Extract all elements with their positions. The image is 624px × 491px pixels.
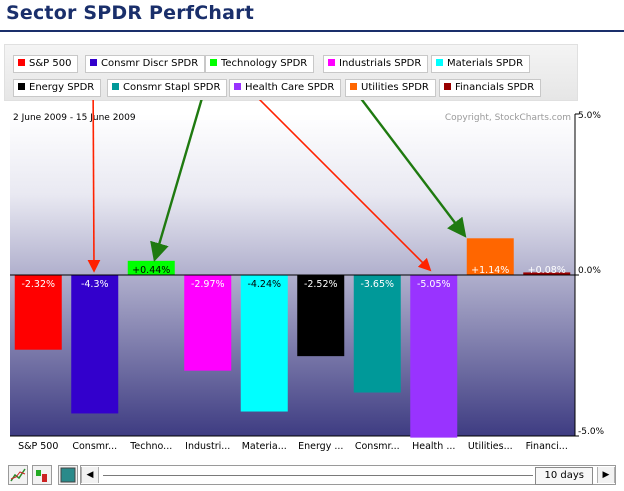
bar-value-label: +0.08% — [528, 265, 566, 276]
value-labels: -2.32% -4.3% +0.44% -2.97% -4.24% -2.52% -3.65… — [21, 265, 565, 290]
legend-item-industrials[interactable]: Industrials SPDR — [323, 55, 429, 73]
annotation-arrow — [360, 100, 467, 238]
legend-label: S&P 500 — [29, 58, 72, 69]
legend-swatch — [90, 59, 97, 66]
legend-item-sp500[interactable]: S&P 500 — [13, 55, 79, 73]
y-tick-label: 5.0% — [578, 111, 601, 121]
scroll-left-button[interactable]: ◀ — [81, 467, 99, 483]
legend-item-technology[interactable]: Technology SPDR — [205, 55, 315, 73]
chart-subtitle: 2 June 2009 - 15 June 2009 — [13, 113, 136, 123]
x-tick-label: Health ... — [412, 441, 455, 452]
bar-value-label: -2.97% — [191, 279, 225, 290]
legend-swatch — [436, 59, 443, 66]
legend-item-materials[interactable]: Materials SPDR — [431, 55, 531, 73]
x-tick-label: Energy ... — [298, 441, 343, 452]
legend-item-consmr-discr[interactable]: Consmr Discr SPDR — [85, 55, 206, 73]
bar — [297, 275, 345, 357]
bar — [410, 275, 458, 438]
legend-swatch — [18, 83, 25, 90]
legend-swatch — [112, 83, 119, 90]
legend-label: Consmr Discr SPDR — [101, 58, 199, 69]
bar-value-label: -4.3% — [81, 279, 109, 290]
x-tick-label: S&P 500 — [18, 441, 58, 452]
y-tick-label: 0.0% — [578, 266, 601, 276]
legend-label: Utilities SPDR — [361, 82, 429, 93]
line-chart-icon — [10, 468, 26, 482]
legend-swatch — [350, 83, 357, 90]
x-tick-label: Utilities... — [468, 441, 513, 452]
title-rule — [0, 30, 624, 32]
legend-item-health-care[interactable]: Health Care SPDR — [229, 79, 342, 97]
bar — [184, 275, 232, 371]
period-selector[interactable]: 10 days — [535, 467, 593, 485]
scroll-track-line — [103, 475, 533, 476]
legend-label: Financials SPDR — [455, 82, 535, 93]
legend-item-utilities[interactable]: Utilities SPDR — [345, 79, 436, 97]
legend-swatch — [210, 59, 217, 66]
annotation-arrow — [87, 100, 101, 273]
chart-copyright: Copyright, StockCharts.com — [445, 113, 571, 123]
legend-swatch — [18, 59, 25, 66]
bar-value-label: -2.52% — [304, 279, 338, 290]
legend: S&P 500 Consmr Discr SPDR Technology SPD… — [4, 44, 578, 101]
time-scrollbar[interactable]: ◀ 10 days ▶ — [80, 465, 616, 485]
bar — [466, 238, 514, 275]
annotation-arrow — [150, 100, 203, 262]
bar-value-label: -4.24% — [247, 279, 281, 290]
bar-value-label: -2.32% — [21, 279, 55, 290]
legend-swatch — [328, 59, 335, 66]
bar — [353, 275, 401, 393]
legend-item-consmr-stapl[interactable]: Consmr Stapl SPDR — [107, 79, 228, 97]
bar-value-label: +1.14% — [471, 265, 509, 276]
y-axis: 5.0% 0.0% -5.0% — [575, 111, 605, 437]
x-tick-label: Consmr... — [72, 441, 117, 452]
legend-swatch — [444, 83, 451, 90]
legend-label: Industrials SPDR — [339, 58, 422, 69]
bar-chart-icon — [36, 470, 47, 482]
bar — [523, 272, 571, 275]
annotation-arrows — [87, 100, 467, 273]
bar-value-label: -5.05% — [417, 279, 451, 290]
legend-label: Consmr Stapl SPDR — [123, 82, 221, 93]
background-toggle-button[interactable] — [58, 465, 78, 485]
bar — [127, 260, 175, 275]
page-title: Sector SPDR PerfChart — [6, 2, 254, 24]
bar — [71, 275, 119, 414]
x-tick-label: Materia... — [242, 441, 287, 452]
legend-swatch — [234, 83, 241, 90]
x-tick-label: Industri... — [185, 441, 230, 452]
x-tick-label: Financi... — [526, 441, 568, 452]
perf-chart: 2 June 2009 - 15 June 2009 Copyright, St… — [10, 100, 605, 452]
square-icon — [60, 467, 76, 483]
annotation-arrow — [258, 100, 432, 272]
legend-label: Materials SPDR — [447, 58, 524, 69]
legend-label: Health Care SPDR — [245, 82, 335, 93]
x-tick-label: Consmr... — [355, 441, 400, 452]
legend-item-energy[interactable]: Energy SPDR — [13, 79, 102, 97]
x-axis-labels: S&P 500 Consmr... Techno... Industri... Mate… — [18, 441, 568, 452]
legend-item-financials[interactable]: Financials SPDR — [439, 79, 542, 97]
scroll-right-button[interactable]: ▶ — [597, 467, 615, 483]
x-tick-label: Techno... — [129, 441, 172, 452]
line-chart-toggle-button[interactable] — [8, 465, 28, 485]
bars — [14, 238, 571, 438]
legend-label: Technology SPDR — [221, 58, 308, 69]
bar-chart-toggle-button[interactable] — [32, 465, 52, 485]
bar-value-label: +0.44% — [132, 265, 170, 276]
legend-label: Energy SPDR — [29, 82, 95, 93]
bar — [240, 275, 288, 412]
y-tick-label: -5.0% — [578, 427, 605, 437]
bar-value-label: -3.65% — [360, 279, 394, 290]
bar — [14, 275, 62, 350]
